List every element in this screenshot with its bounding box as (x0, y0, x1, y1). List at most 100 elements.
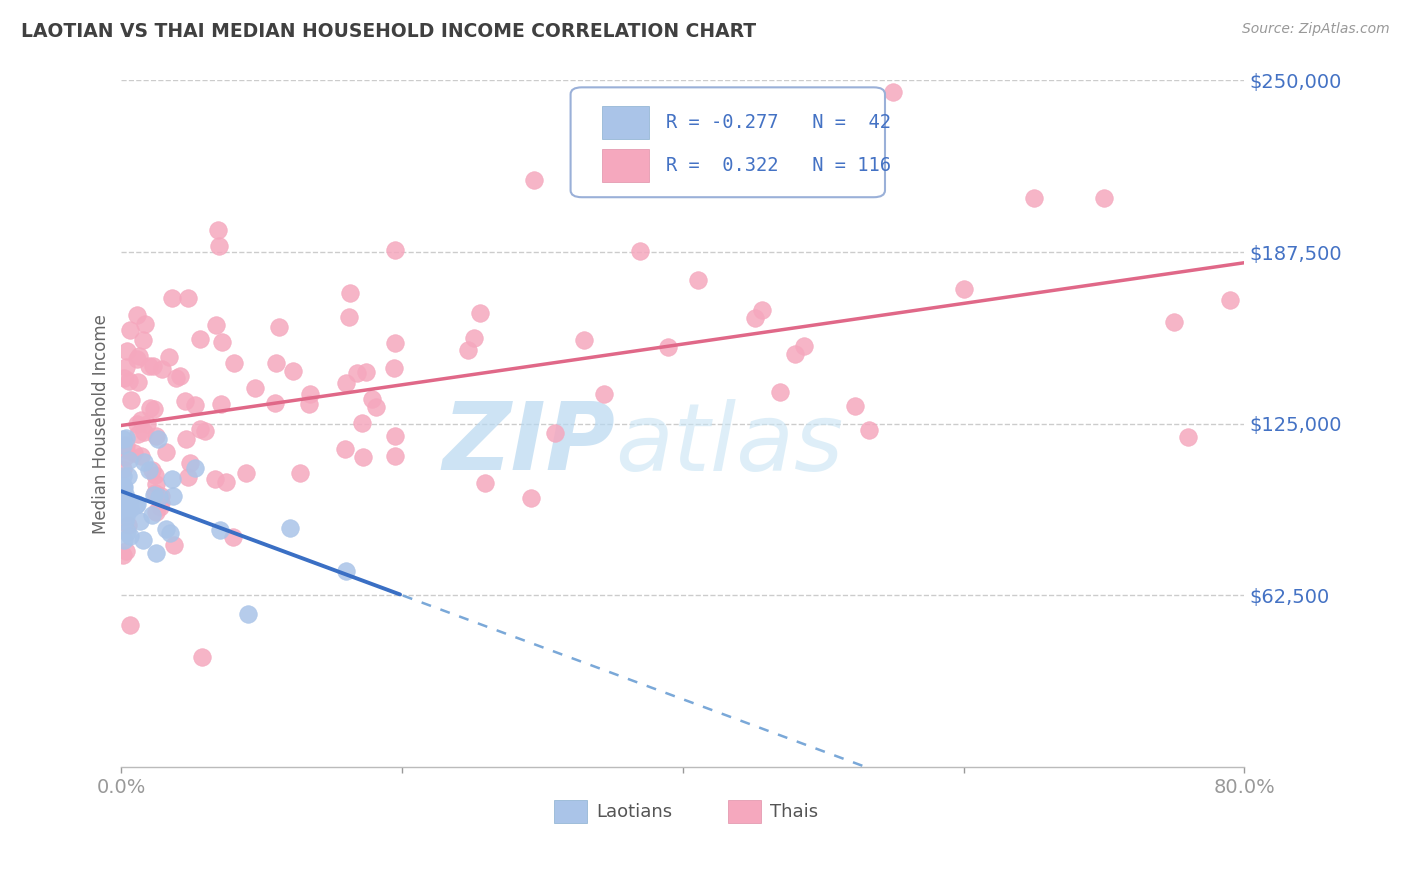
Point (184, 398, 207, 412)
Point (205, 318, 228, 332)
Point (208, 238, 231, 252)
Point (111, 480, 134, 494)
Point (117, 452, 139, 467)
Point (118, 495, 141, 509)
Point (173, 394, 195, 409)
Point (177, 291, 200, 305)
Point (360, 392, 382, 406)
Point (111, 432, 134, 446)
FancyBboxPatch shape (571, 87, 884, 197)
Point (222, 530, 245, 544)
Point (128, 349, 150, 363)
Point (177, 470, 200, 484)
Point (337, 310, 360, 324)
Point (208, 523, 231, 537)
Point (468, 306, 491, 320)
Point (215, 475, 238, 489)
Point (523, 173, 546, 187)
Point (131, 413, 153, 427)
Point (111, 469, 134, 483)
Point (224, 356, 246, 370)
Point (115, 344, 138, 359)
Point (204, 472, 226, 486)
Text: LAOTIAN VS THAI MEDIAN HOUSEHOLD INCOME CORRELATION CHART: LAOTIAN VS THAI MEDIAN HOUSEHOLD INCOME … (21, 22, 756, 41)
Point (155, 444, 177, 458)
Point (160, 291, 183, 305)
Point (132, 455, 155, 469)
Point (243, 381, 266, 395)
Point (163, 538, 186, 552)
Point (165, 371, 187, 385)
Point (298, 397, 321, 411)
Point (191, 650, 214, 665)
Point (844, 399, 866, 413)
Point (269, 320, 291, 334)
Point (134, 317, 156, 331)
Point (114, 505, 136, 519)
Point (688, 272, 710, 286)
Text: R = -0.277   N =  42: R = -0.277 N = 42 (666, 113, 891, 132)
Point (118, 374, 141, 388)
Point (769, 385, 792, 400)
Text: Thais: Thais (770, 803, 818, 821)
Point (143, 488, 166, 502)
Point (111, 462, 134, 476)
Point (278, 521, 301, 535)
Bar (554, 800, 588, 823)
Point (115, 359, 138, 374)
Point (184, 460, 207, 475)
Point (129, 449, 152, 463)
Point (136, 417, 159, 432)
Point (112, 533, 135, 547)
Point (628, 244, 651, 258)
Text: atlas: atlas (616, 399, 844, 490)
Point (127, 308, 149, 322)
Point (142, 359, 165, 374)
Point (160, 472, 183, 486)
Point (114, 431, 136, 445)
Point (143, 467, 166, 482)
Point (364, 401, 387, 415)
Point (744, 311, 766, 326)
Point (162, 489, 184, 503)
Point (169, 369, 191, 384)
Point (235, 466, 257, 480)
Point (115, 500, 138, 515)
Point (141, 508, 163, 522)
Point (127, 426, 149, 441)
Point (1022, 191, 1045, 205)
Point (114, 450, 136, 465)
Point (793, 339, 815, 353)
Point (127, 497, 149, 511)
Point (115, 442, 138, 457)
Bar (728, 800, 762, 823)
Point (127, 351, 149, 366)
Point (114, 508, 136, 523)
Point (127, 376, 149, 390)
Point (299, 387, 322, 401)
Point (155, 522, 177, 536)
Point (179, 456, 201, 470)
Point (194, 424, 217, 438)
Point (384, 361, 406, 376)
Point (333, 442, 356, 456)
Point (207, 223, 229, 237)
Point (384, 449, 406, 463)
Point (858, 423, 880, 437)
Text: Laotians: Laotians (596, 803, 672, 821)
Point (124, 498, 146, 512)
Point (211, 334, 233, 349)
Point (114, 487, 136, 501)
Point (657, 340, 679, 354)
Point (1163, 315, 1185, 329)
Point (354, 365, 377, 379)
Point (335, 564, 357, 578)
Point (474, 476, 496, 491)
Point (592, 387, 614, 401)
Point (572, 333, 595, 347)
Point (281, 363, 304, 377)
Point (785, 347, 807, 361)
Point (346, 367, 368, 381)
Point (384, 428, 406, 442)
Point (952, 282, 974, 296)
